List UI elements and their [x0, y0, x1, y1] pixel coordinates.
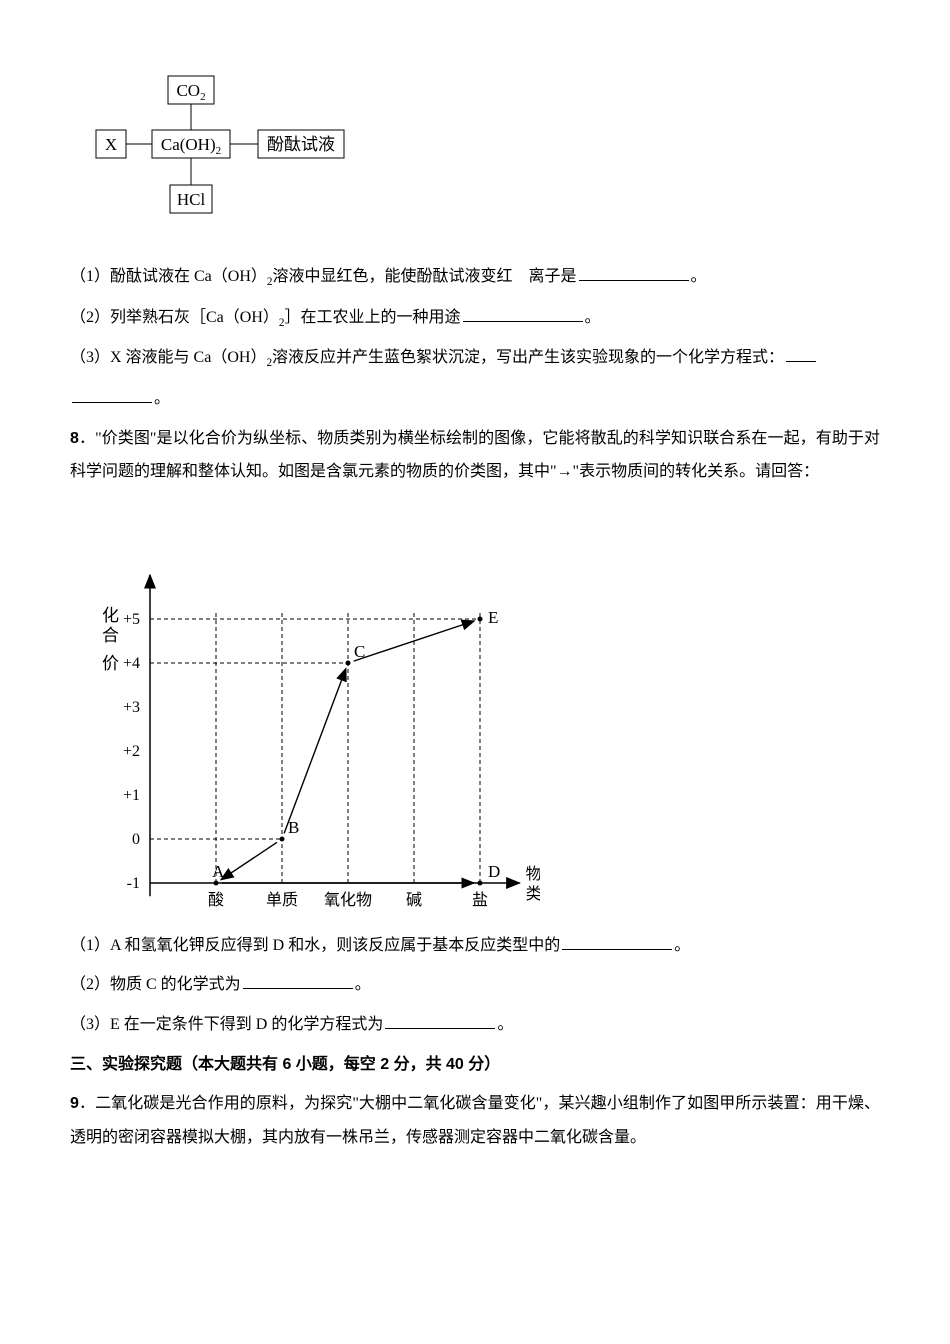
q7-p3c: 。 — [154, 390, 170, 407]
q9-num: 9 — [70, 1095, 79, 1112]
svg-text:B: B — [288, 818, 299, 837]
svg-text:+4: +4 — [123, 655, 140, 672]
svg-text:+1: +1 — [123, 787, 140, 804]
q9-stem: 9．二氧化碳是光合作用的原料，为探究"大棚中二氧化碳含量变化"，某兴趣小组制作了… — [70, 1087, 880, 1154]
svg-text:盐: 盐 — [472, 891, 488, 909]
q7-p3a: （3）X 溶液能与 Ca（OH） — [70, 349, 266, 366]
q7-part3: （3）X 溶液能与 Ca（OH）2溶液反应并产生蓝色絮状沉淀，写出产生该实验现象… — [70, 341, 880, 376]
q8-p3a: （3）E 在一定条件下得到 D 的化学方程式为 — [70, 1016, 383, 1033]
svg-text:合: 合 — [102, 626, 119, 645]
valence-chart: 化合价+5+4+3+2+10-1酸单质氧化物碱盐物质类别ABCDE — [80, 509, 540, 909]
q8-p3b: 。 — [497, 1016, 513, 1033]
relation-diagram: CO2 X Ca(OH)2 酚酞试液 HCl — [90, 70, 400, 230]
q8-part2: （2）物质 C 的化学式为 。 — [70, 968, 880, 1002]
q8-num: 8 — [70, 430, 79, 447]
q7-p1a: （1）酚酞试液在 Ca（OH） — [70, 268, 267, 285]
q8-blank1[interactable] — [562, 936, 672, 950]
q8-blank3[interactable] — [385, 1015, 495, 1029]
svg-text:D: D — [488, 862, 500, 881]
q7-p2a: （2）列举熟石灰［Ca（OH） — [70, 309, 279, 326]
svg-text:0: 0 — [132, 831, 140, 848]
q7-blank3a[interactable] — [786, 348, 816, 362]
q7-blank3b[interactable] — [72, 389, 152, 403]
svg-text:化: 化 — [102, 606, 119, 625]
q9-stem-text: ．二氧化碳是光合作用的原料，为探究"大棚中二氧化碳含量变化"，某兴趣小组制作了如… — [70, 1095, 880, 1146]
svg-text:+5: +5 — [123, 611, 140, 628]
svg-text:氧化物: 氧化物 — [324, 891, 372, 909]
svg-text:类别: 类别 — [526, 885, 540, 903]
svg-text:碱: 碱 — [406, 891, 422, 909]
q8-part3: （3）E 在一定条件下得到 D 的化学方程式为 。 — [70, 1008, 880, 1042]
q8-p1a: （1）A 和氢氧化钾反应得到 D 和水，则该反应属于基本反应类型中的 — [70, 937, 560, 954]
q8-blank2[interactable] — [243, 975, 353, 989]
q7-p1b: 溶液中显红色，能使酚酞试液变红 离子是 — [272, 268, 576, 285]
q7-part2: （2）列举熟石灰［Ca（OH）2］在工农业上的一种用途。 — [70, 301, 880, 336]
svg-text:+2: +2 — [123, 743, 140, 760]
svg-text:E: E — [488, 608, 498, 627]
q7-part3b: 。 — [70, 382, 880, 416]
q7-blank1[interactable] — [579, 267, 689, 281]
section3-title: 三、实验探究题（本大题共有 6 小题，每空 2 分，共 40 分） — [70, 1048, 880, 1082]
q8-p1b: 。 — [674, 937, 690, 954]
svg-text:单质: 单质 — [266, 891, 298, 909]
page-root: CO2 X Ca(OH)2 酚酞试液 HCl （1）酚酞试液在 Ca（OH）2溶… — [0, 0, 950, 1220]
q7-p2b: ］在工农业上的一种用途 — [284, 309, 460, 326]
q7-p1c: 。 — [691, 268, 707, 285]
q8-part1: （1）A 和氢氧化钾反应得到 D 和水，则该反应属于基本反应类型中的 。 — [70, 929, 880, 963]
q7-p3b: 溶液反应并产生蓝色絮状沉淀，写出产生该实验现象的一个化学方程式： — [272, 349, 784, 366]
svg-text:物质: 物质 — [526, 865, 540, 883]
q8-stem: 8．"价类图"是以化合价为纵坐标、物质类别为横坐标绘制的图像，它能将散乱的科学知… — [70, 422, 880, 489]
q8-stem-text: ．"价类图"是以化合价为纵坐标、物质类别为横坐标绘制的图像，它能将散乱的科学知识… — [70, 430, 880, 481]
q7-part1: （1）酚酞试液在 Ca（OH）2溶液中显红色，能使酚酞试液变红 离子是。 — [70, 260, 880, 295]
svg-text:价: 价 — [102, 654, 119, 673]
svg-text:HCl: HCl — [177, 190, 206, 209]
q8-p2a: （2）物质 C 的化学式为 — [70, 976, 241, 993]
svg-text:-1: -1 — [127, 875, 140, 892]
svg-text:Ca(OH)2: Ca(OH)2 — [161, 135, 221, 157]
svg-text:+3: +3 — [123, 699, 140, 716]
q7-p2c: 。 — [585, 309, 601, 326]
q8-p2b: 。 — [355, 976, 371, 993]
q7-blank2[interactable] — [463, 307, 583, 321]
svg-text:酸: 酸 — [208, 891, 224, 909]
svg-text:酚酞试液: 酚酞试液 — [267, 135, 335, 154]
svg-text:X: X — [105, 135, 117, 154]
